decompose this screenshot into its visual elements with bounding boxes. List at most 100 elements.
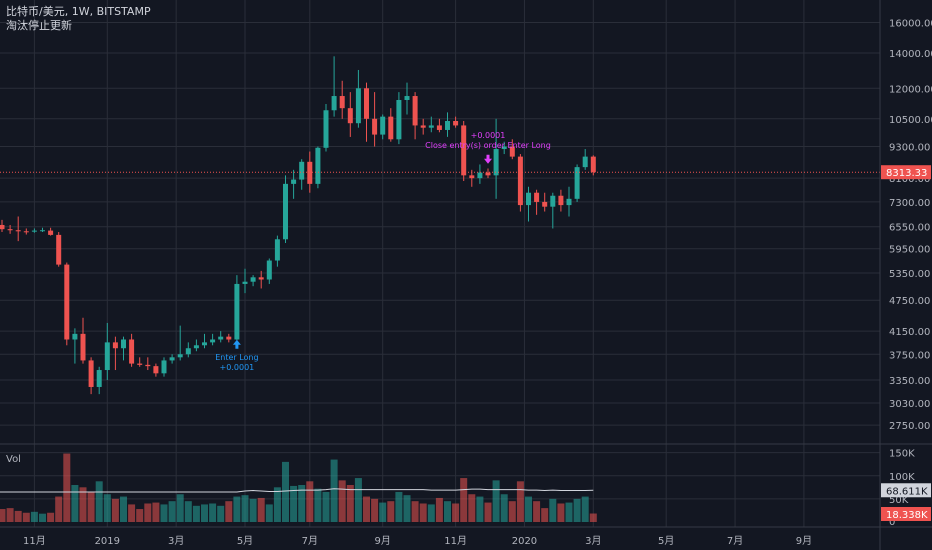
candle[interactable] xyxy=(226,333,232,343)
volume-bar[interactable] xyxy=(549,498,557,522)
volume-bar[interactable] xyxy=(249,498,257,522)
candle[interactable] xyxy=(88,357,94,395)
candle[interactable] xyxy=(558,189,564,212)
volume-bar[interactable] xyxy=(14,510,22,522)
candle[interactable] xyxy=(412,92,418,140)
candle[interactable] xyxy=(234,275,240,341)
candle[interactable] xyxy=(331,56,337,117)
candle[interactable] xyxy=(315,146,321,189)
volume-bar[interactable] xyxy=(573,498,581,522)
volume-bar[interactable] xyxy=(168,501,176,522)
volume-bar[interactable] xyxy=(492,480,500,522)
candle[interactable] xyxy=(404,82,410,115)
volume-bar[interactable] xyxy=(581,496,589,522)
volume-bar[interactable] xyxy=(476,496,484,522)
volume-bar[interactable] xyxy=(136,509,144,522)
candle[interactable] xyxy=(15,216,21,242)
candle[interactable] xyxy=(347,92,353,137)
candle[interactable] xyxy=(274,235,280,267)
volume-bar[interactable] xyxy=(265,504,273,522)
candle[interactable] xyxy=(574,164,580,202)
volume-bar[interactable] xyxy=(371,498,379,522)
volume-bar[interactable] xyxy=(516,481,524,522)
candle[interactable] xyxy=(461,120,467,181)
candle[interactable] xyxy=(445,112,450,137)
candle[interactable] xyxy=(250,275,256,287)
candle[interactable] xyxy=(193,339,199,352)
volume-bar[interactable] xyxy=(330,459,338,522)
volume-bar[interactable] xyxy=(209,503,217,523)
candle[interactable] xyxy=(291,169,297,199)
candle[interactable] xyxy=(64,262,70,346)
volume-bar[interactable] xyxy=(306,481,314,522)
candle[interactable] xyxy=(299,159,305,190)
candle[interactable] xyxy=(202,333,207,349)
volume-bar[interactable] xyxy=(298,485,306,522)
volume-bar[interactable] xyxy=(152,502,160,522)
volume-bar[interactable] xyxy=(47,512,55,522)
candle[interactable] xyxy=(112,336,118,371)
candle[interactable] xyxy=(534,189,540,215)
volume-bar[interactable] xyxy=(379,502,387,522)
volume-bar[interactable] xyxy=(160,504,168,522)
candle[interactable] xyxy=(72,328,78,364)
volume-bar[interactable] xyxy=(103,494,111,522)
volume-bar[interactable] xyxy=(282,461,289,522)
volume-bar[interactable] xyxy=(363,496,370,522)
volume-bar[interactable] xyxy=(525,496,532,522)
volume-bar[interactable] xyxy=(338,480,346,522)
volume-bar[interactable] xyxy=(444,501,451,522)
candle[interactable] xyxy=(283,175,288,243)
volume-bar[interactable] xyxy=(533,501,541,522)
candle[interactable] xyxy=(210,333,216,346)
candle[interactable] xyxy=(420,118,426,135)
volume-bar[interactable] xyxy=(71,485,79,522)
candle[interactable] xyxy=(129,333,135,367)
volume-bar[interactable] xyxy=(403,495,411,522)
candle[interactable] xyxy=(542,192,548,212)
volume-bar[interactable] xyxy=(435,497,443,522)
volume-bar[interactable] xyxy=(500,494,508,522)
strategy-signal[interactable]: Enter Long+0.0001 xyxy=(215,339,259,372)
candle[interactable] xyxy=(161,357,167,377)
candle[interactable] xyxy=(396,92,402,145)
volume-bar[interactable] xyxy=(120,496,127,522)
volume-bar[interactable] xyxy=(290,485,298,522)
volume-bar[interactable] xyxy=(30,511,38,522)
volume-bar[interactable] xyxy=(111,498,119,522)
volume-bar[interactable] xyxy=(314,488,322,522)
candle[interactable] xyxy=(339,80,345,119)
candle[interactable] xyxy=(185,342,191,358)
candle[interactable] xyxy=(242,268,248,294)
candle[interactable] xyxy=(40,227,45,233)
candle[interactable] xyxy=(436,118,442,133)
candle[interactable] xyxy=(550,192,556,229)
candle[interactable] xyxy=(0,219,5,233)
candle[interactable] xyxy=(266,258,272,284)
volume-bar[interactable] xyxy=(557,503,565,523)
candle[interactable] xyxy=(218,331,224,343)
candle[interactable] xyxy=(372,92,378,147)
volume-bar[interactable] xyxy=(176,494,184,522)
volume-bar[interactable] xyxy=(395,491,403,522)
candle[interactable] xyxy=(7,224,13,234)
volume-bar[interactable] xyxy=(79,487,87,522)
candle[interactable] xyxy=(80,317,86,364)
candle[interactable] xyxy=(428,116,434,133)
volume-bar[interactable] xyxy=(273,487,281,522)
candle[interactable] xyxy=(56,232,62,267)
candle[interactable] xyxy=(104,322,110,381)
volume-bar[interactable] xyxy=(346,485,354,522)
candle[interactable] xyxy=(355,69,361,128)
volume-bar[interactable] xyxy=(6,508,14,522)
volume-bar[interactable] xyxy=(217,505,225,522)
volume-bar[interactable] xyxy=(427,504,435,522)
volume-pane[interactable] xyxy=(0,453,597,523)
volume-bar[interactable] xyxy=(484,502,492,522)
volume-bar[interactable] xyxy=(225,501,233,522)
volume-bar[interactable] xyxy=(541,508,549,522)
candle[interactable] xyxy=(493,118,499,199)
volume-bar[interactable] xyxy=(55,496,63,522)
volume-bar[interactable] xyxy=(22,512,30,522)
